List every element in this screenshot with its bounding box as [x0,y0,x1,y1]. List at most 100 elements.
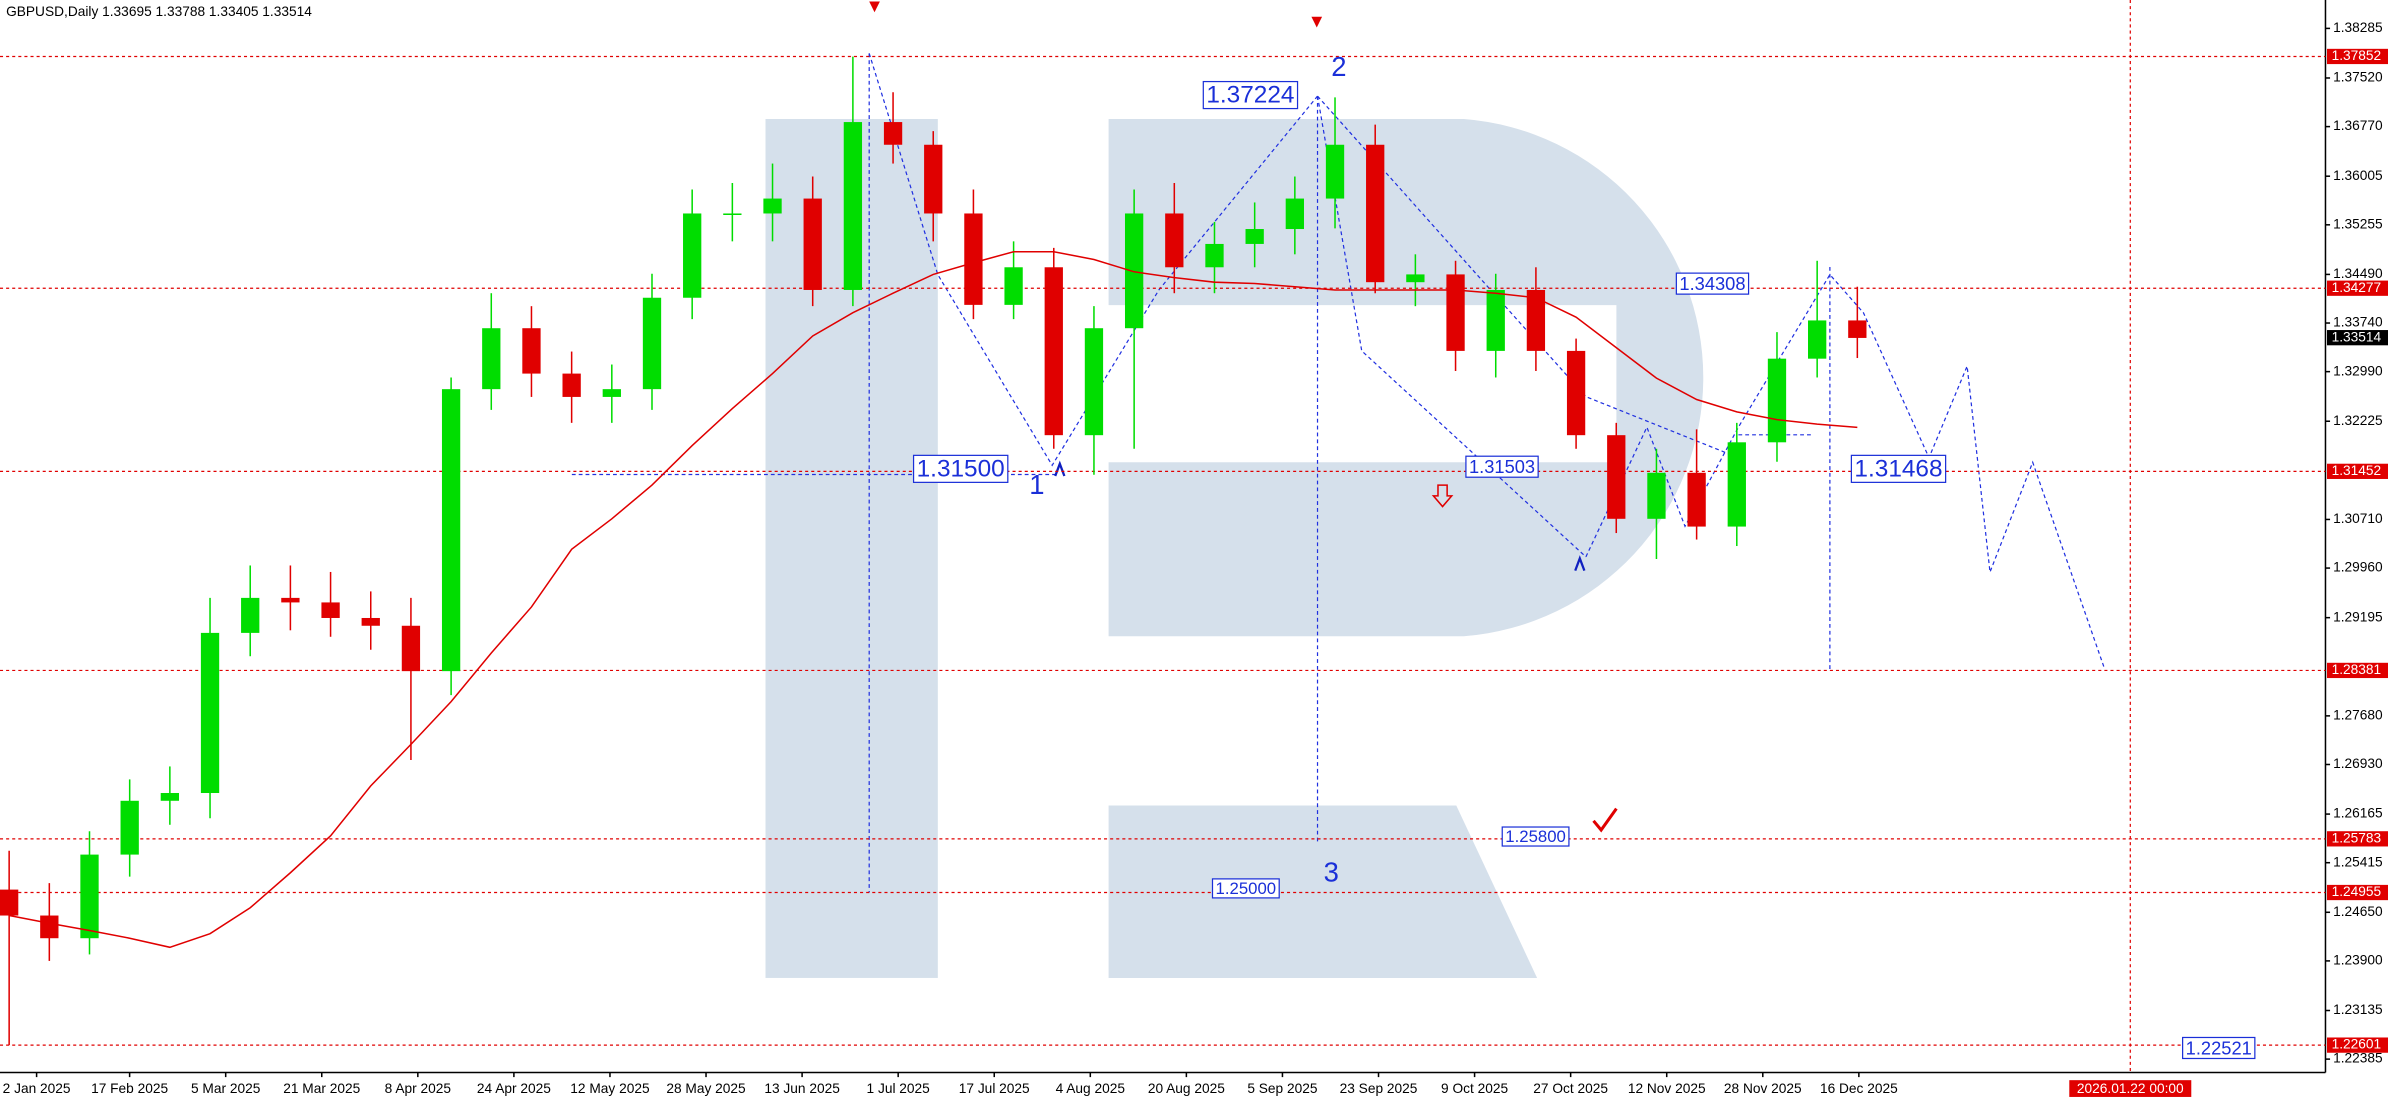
y-tick-label: 1.25415 [2333,854,2383,869]
x-tick-label: 17 Feb 2025 [91,1081,168,1096]
candle-body [1124,213,1144,329]
candle-body [883,122,903,145]
current-price-label: 1.33514 [2332,329,2382,344]
time-label-box [2069,1080,2192,1097]
candle-body [924,144,943,214]
candle-body [1526,289,1546,351]
candle-body [401,625,421,672]
candle-body [1406,274,1425,283]
candle-body [562,373,581,397]
candle-body [120,800,139,855]
candle-body [1165,213,1184,268]
candle-body [1366,144,1385,283]
annotation-box [912,454,1009,483]
candle-body [1486,289,1505,351]
annotation-box [1850,454,1947,483]
y-tick-label: 1.23135 [2333,1002,2383,1017]
y-tick-label: 1.22385 [2333,1051,2383,1066]
candle-body [441,389,461,672]
price-level-box [2327,1037,2388,1053]
current-price-box [2327,330,2388,346]
x-tick-label: 16 Dec 2025 [1820,1081,1898,1096]
candle-body [763,198,782,214]
watermark [765,119,1704,978]
annotation: 3 [1324,856,1339,887]
price-level-label: 1.25783 [2332,830,2382,845]
price-level-label: 1.37852 [2332,48,2382,63]
price-level-box [2327,831,2388,847]
annotation: 1.25000 [1216,879,1277,898]
chart-title: GBPUSD,Daily 1.33695 1.33788 1.33405 1.3… [6,4,312,19]
annotation-box [1465,455,1539,478]
y-tick-label: 1.34490 [2333,266,2383,281]
candle-body [1084,328,1104,436]
x-tick-label: 28 Nov 2025 [1724,1081,1802,1096]
annotation-box [1501,826,1570,847]
annotation-box [1211,878,1280,899]
candle-body [361,617,380,626]
y-tick-label: 1.36005 [2333,168,2383,183]
candle-body [1647,472,1666,519]
candle-body [1808,320,1827,359]
candle-body [281,597,300,603]
candle-body [0,889,19,916]
price-level-label: 1.31452 [2332,463,2382,478]
candle-body [1566,350,1586,436]
y-tick-label: 1.24650 [2333,904,2383,919]
annotation: 1.34308 [1679,273,1745,294]
candle-body [1848,320,1867,338]
candle-body [160,793,180,801]
candle-body [1607,435,1626,519]
candle-body [1245,229,1264,244]
candles [0,56,1867,1046]
candle-body [321,602,340,618]
candle-body [241,597,260,633]
x-tick-label: 24 Apr 2025 [477,1081,551,1096]
candle-body [80,854,99,939]
price-level-label: 1.24955 [2332,884,2382,899]
candle-body [642,297,662,390]
price-level-box [2327,48,2388,65]
x-tick-label: 12 May 2025 [570,1081,650,1096]
annotation: 1 [1029,469,1044,500]
candle-body [683,213,702,298]
y-tick-label: 1.29195 [2333,609,2383,624]
x-tick-label: 12 Nov 2025 [1628,1081,1706,1096]
annotation: 1.31503 [1469,456,1535,477]
x-tick-label: 20 Aug 2025 [1148,1081,1225,1096]
annotation: 1.37224 [1206,82,1294,109]
candle-body [1205,243,1224,268]
candle-body [843,122,863,290]
price-level-box [2327,280,2388,296]
price-level-label: 1.22601 [2332,1037,2382,1052]
candle-body [723,213,742,215]
x-tick-label: 9 Oct 2025 [1441,1081,1508,1096]
price-level-label: 1.28381 [2332,662,2382,677]
x-tick-label: 2 Jan 2025 [3,1081,71,1096]
y-tick-label: 1.36770 [2333,118,2383,133]
candle-body [1446,274,1465,351]
candle-body [482,328,501,390]
x-tick-label: 28 May 2025 [666,1081,746,1096]
price-level-label: 1.34277 [2332,280,2382,295]
candle-body [1325,144,1345,199]
x-tick-label: 21 Mar 2025 [283,1081,360,1096]
candle-body [200,632,220,794]
candle-body [1044,267,1063,436]
annotation: 1.31500 [917,455,1005,482]
x-tick-label: 27 Oct 2025 [1533,1081,1608,1096]
price-level-box [2327,463,2388,479]
x-tick-label: 17 Jul 2025 [959,1081,1030,1096]
y-tick-label: 1.37520 [2333,70,2383,85]
x-tick-label: 8 Apr 2025 [385,1081,452,1096]
y-tick-label: 1.29960 [2333,560,2383,575]
y-tick-label: 1.27680 [2333,707,2383,722]
annotation-box [1675,272,1750,295]
annotation: 1.31468 [1854,455,1942,482]
candle-body [964,213,983,305]
price-level-box [2327,884,2388,901]
x-tick-label: 5 Sep 2025 [1247,1081,1318,1096]
y-tick-label: 1.35255 [2333,216,2383,231]
